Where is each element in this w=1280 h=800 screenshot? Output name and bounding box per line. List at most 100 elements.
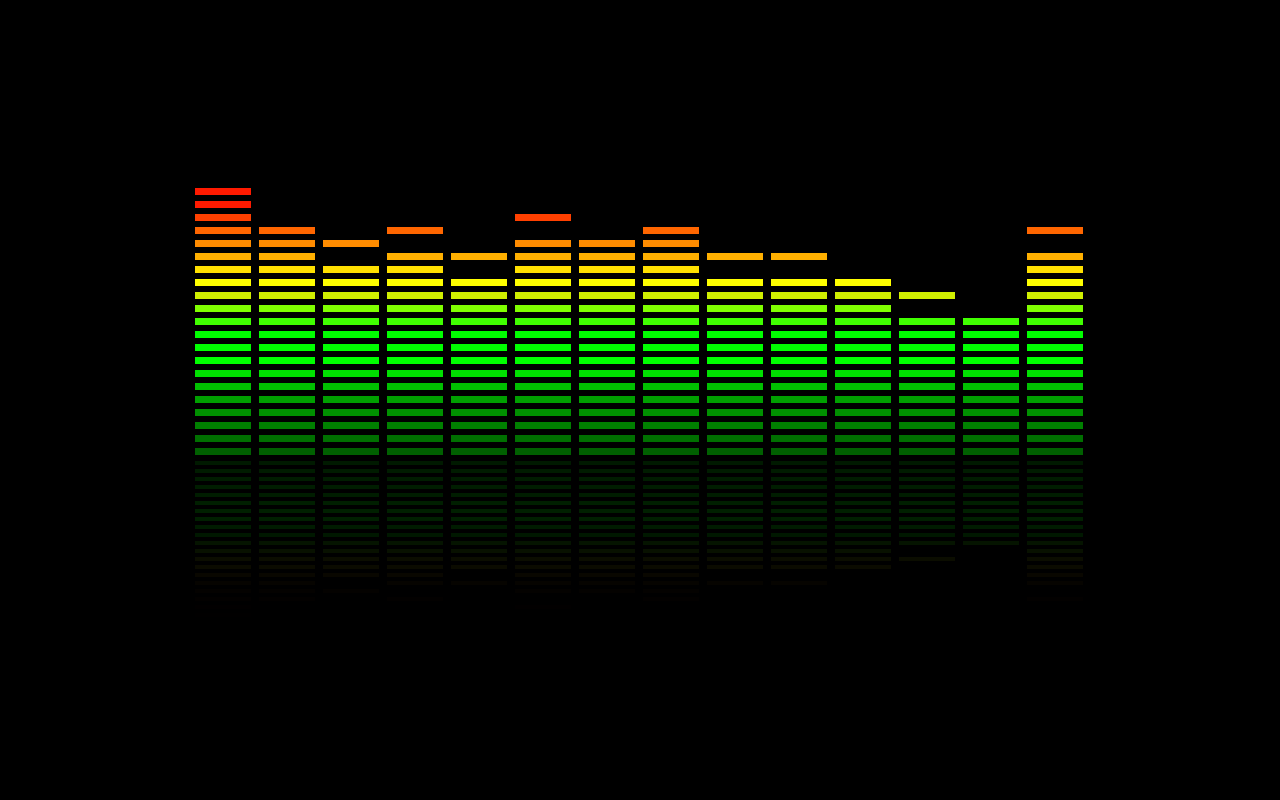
eq-segment [963, 357, 1019, 364]
eq-segment [771, 344, 827, 351]
eq-reflection-segment [643, 557, 699, 561]
eq-bar-reflection [771, 461, 827, 625]
eq-reflection-segment [963, 509, 1019, 513]
eq-segment [387, 305, 443, 312]
eq-segment [387, 448, 443, 455]
eq-reflection-segment [323, 517, 379, 521]
eq-bar [835, 188, 891, 455]
eq-segment [771, 331, 827, 338]
eq-reflection-segment [643, 573, 699, 577]
eq-segment [451, 396, 507, 403]
eq-reflection-segment [1027, 485, 1083, 489]
eq-segment [771, 370, 827, 377]
eq-reflection-segment [963, 533, 1019, 537]
eq-reflection-segment [195, 477, 251, 481]
eq-segment [579, 409, 635, 416]
eq-segment [515, 292, 571, 299]
eq-reflection-segment [195, 549, 251, 553]
eq-reflection-segment [323, 477, 379, 481]
eq-peak-segment [515, 214, 571, 221]
eq-reflection-segment [259, 501, 315, 505]
eq-reflection-segment [899, 541, 955, 545]
eq-segment [195, 305, 251, 312]
eq-reflection-segment [259, 469, 315, 473]
eq-reflection-segment [195, 573, 251, 577]
eq-segment [771, 422, 827, 429]
eq-reflection-segment [835, 565, 891, 569]
eq-reflection-segment [579, 517, 635, 521]
eq-segment [323, 448, 379, 455]
eq-reflection-segment [259, 533, 315, 537]
eq-reflection-segment [515, 469, 571, 473]
eq-segment [771, 383, 827, 390]
eq-reflection-segment [387, 469, 443, 473]
eq-reflection-segment [963, 485, 1019, 489]
eq-segment [771, 409, 827, 416]
eq-reflection-segment [579, 501, 635, 505]
eq-reflection-segment [579, 493, 635, 497]
eq-reflection-segment [643, 469, 699, 473]
eq-segment [387, 331, 443, 338]
eq-segment [387, 266, 443, 273]
audio-equalizer [195, 188, 1095, 625]
eq-segment [259, 370, 315, 377]
eq-reflection-segment [195, 501, 251, 505]
eq-reflection-segment [195, 589, 251, 593]
eq-segment [707, 357, 763, 364]
eq-segment [259, 240, 315, 247]
eq-segment [515, 331, 571, 338]
eq-reflection-segment [515, 461, 571, 465]
eq-reflection-segment [323, 573, 379, 577]
eq-reflection-segment [323, 589, 379, 593]
eq-reflection-segment [579, 533, 635, 537]
eq-segment [515, 253, 571, 260]
eq-peak-segment [451, 253, 507, 260]
eq-reflection-segment [643, 461, 699, 465]
eq-segment [451, 357, 507, 364]
eq-reflection-segment [707, 533, 763, 537]
eq-reflection-segment [387, 509, 443, 513]
eq-reflection-segment [323, 509, 379, 513]
eq-segment [963, 435, 1019, 442]
eq-segment [323, 344, 379, 351]
eq-segment [643, 279, 699, 286]
eq-segment [963, 448, 1019, 455]
eq-segment [515, 422, 571, 429]
eq-reflection-segment [451, 549, 507, 553]
eq-segment [835, 331, 891, 338]
eq-segment [1027, 383, 1083, 390]
eq-segment [259, 331, 315, 338]
eq-segment [259, 357, 315, 364]
eq-reflection-segment [963, 477, 1019, 481]
eq-segment [515, 383, 571, 390]
eq-segment [707, 396, 763, 403]
eq-segment [643, 240, 699, 247]
eq-reflection-segment [1027, 541, 1083, 545]
eq-reflection-segment [451, 509, 507, 513]
eq-reflection-segment [707, 461, 763, 465]
eq-reflection-segment [451, 541, 507, 545]
eq-reflection-segment [323, 549, 379, 553]
eq-reflection-segment [707, 509, 763, 513]
eq-segment [899, 357, 955, 364]
eq-segment [1027, 370, 1083, 377]
eq-segment [707, 344, 763, 351]
eq-reflection-segment [707, 477, 763, 481]
eq-segment [1027, 253, 1083, 260]
eq-segment [451, 370, 507, 377]
eq-segment [835, 435, 891, 442]
eq-reflection-segment [515, 557, 571, 561]
eq-segment [707, 422, 763, 429]
eq-segment [707, 448, 763, 455]
eq-segment [515, 305, 571, 312]
eq-segment [515, 279, 571, 286]
eq-segment [195, 318, 251, 325]
eq-segment [579, 383, 635, 390]
eq-reflection-segment [963, 541, 1019, 545]
eq-reflection-segment [1027, 573, 1083, 577]
eq-bar [899, 188, 955, 455]
eq-reflection-segment [1027, 565, 1083, 569]
eq-segment [195, 344, 251, 351]
eq-peak-segment [323, 240, 379, 247]
eq-segment [771, 448, 827, 455]
